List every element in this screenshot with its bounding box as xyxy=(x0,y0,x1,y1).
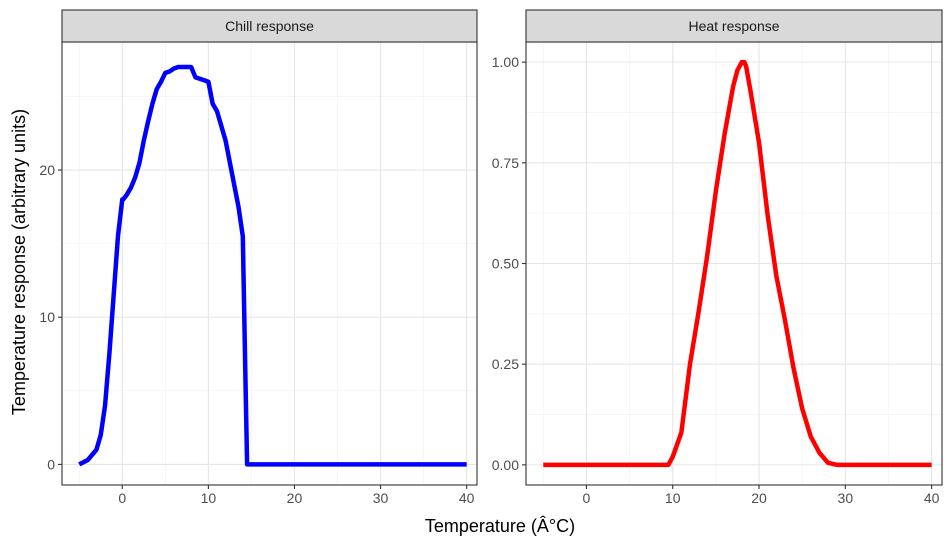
y-axis-title: Temperature response (arbitrary units) xyxy=(9,109,29,415)
y-tick-label: 1.00 xyxy=(492,54,519,70)
x-tick-label: 10 xyxy=(201,490,217,506)
x-tick-label: 20 xyxy=(751,490,767,506)
x-tick-label: 30 xyxy=(373,490,389,506)
x-tick-label: 10 xyxy=(665,490,681,506)
panel-1: Chill response 0 10 20 30 40 0 10 20 xyxy=(39,9,478,506)
facet-strip-label: Chill response xyxy=(225,18,314,34)
plot-area xyxy=(62,42,477,485)
facet-strip xyxy=(61,9,478,43)
series-line-1 xyxy=(78,64,467,467)
y-tick-label: 0.00 xyxy=(492,457,519,473)
x-tick-label: 30 xyxy=(838,490,854,506)
x-tick-label: 20 xyxy=(287,490,303,506)
y-tick-label: 0.50 xyxy=(492,256,519,272)
facet-strip-label: Heat response xyxy=(688,18,779,34)
x-tick-label: 40 xyxy=(924,490,940,506)
facet-strip xyxy=(525,9,943,43)
y-tick-label: 0.75 xyxy=(492,155,519,171)
x-tick-label: 40 xyxy=(459,490,475,506)
y-tick-label: 20 xyxy=(39,162,55,178)
y-tick-label: 0 xyxy=(47,456,55,472)
x-tick-label: 0 xyxy=(118,490,126,506)
y-tick-label: 10 xyxy=(39,309,55,325)
series-line-2 xyxy=(543,59,932,468)
y-tick-label: 0.25 xyxy=(492,356,519,372)
x-axis-title: Temperature (Â°C) xyxy=(425,516,575,536)
x-tick-label: 0 xyxy=(583,490,591,506)
panel-2: Heat response 0 10 20 30 40 0.00 0.25 0.50 0.75 1.… xyxy=(492,9,943,506)
